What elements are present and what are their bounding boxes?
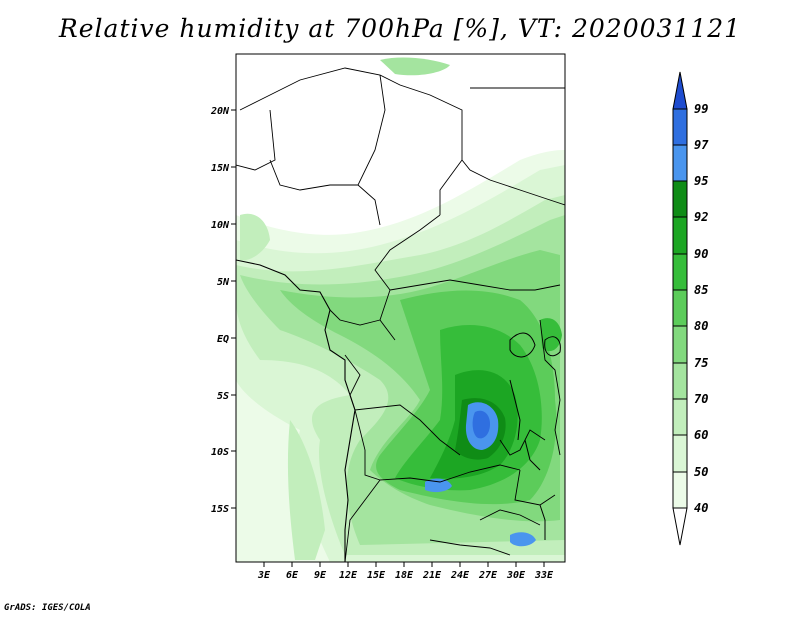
lat-label: 10S (211, 447, 229, 458)
colorbar (672, 71, 688, 546)
lon-label: 27E (478, 570, 498, 581)
colorbar-label: 90 (694, 247, 708, 261)
colorbar-cell-60-70 (672, 398, 688, 436)
lon-label: 18E (395, 570, 414, 581)
humidity-field (236, 57, 565, 562)
colorbar-cell-92-95 (672, 180, 688, 218)
lon-label: 6E (286, 570, 299, 581)
lat-axis (231, 109, 236, 509)
lon-label: 15E (367, 570, 386, 581)
colorbar-label: 50 (694, 465, 708, 479)
lat-labels: 20N 15N 10N 5N EQ 5S 10S 15S (210, 106, 230, 515)
lon-label: 33E (534, 570, 554, 581)
colorbar-label: 75 (694, 356, 708, 370)
colorbar-cell-90-92 (672, 216, 688, 255)
colorbar-label: 80 (694, 319, 708, 333)
lon-label: 21E (422, 570, 442, 581)
colorbar-label: 95 (694, 174, 708, 188)
colorbar-label: 85 (694, 283, 708, 297)
lat-label: 20N (210, 106, 230, 117)
colorbar-bottom-arrow (672, 507, 688, 546)
lon-label: 30E (506, 570, 526, 581)
colorbar-cell-40-50 (672, 471, 688, 509)
colorbar-label: 97 (694, 138, 709, 152)
colorbar-label: 60 (694, 428, 708, 442)
lat-label: 15S (211, 504, 229, 515)
lat-label: 5S (217, 391, 229, 402)
colorbar-labels: 99 97 95 92 90 85 80 75 70 60 50 40 (694, 102, 709, 515)
humidity-patch-northwest (240, 213, 270, 261)
colorbar-top-arrow (672, 71, 688, 110)
map-frame (235, 53, 566, 563)
lakes (509, 332, 561, 540)
lon-label: 3E (257, 570, 271, 581)
humidity-patch-southeast (510, 532, 536, 547)
colorbar-label: 70 (694, 392, 708, 406)
colorbar-cell-75-80 (672, 325, 688, 364)
lon-labels: 3E 6E 9E 12E 15E 18E 21E 24E 27E 30E 33E (257, 570, 554, 581)
humidity-patch-south (425, 478, 452, 493)
map-title: Relative humidity at 700hPa [%], VT: 202… (58, 14, 742, 43)
colorbar-cell-97-99 (672, 108, 688, 146)
colorbar-cell-70-75 (672, 362, 688, 400)
coastline (236, 259, 356, 562)
lon-axis (263, 562, 545, 567)
colorbar-cell-95-97 (672, 144, 688, 182)
lat-label: 15N (211, 163, 230, 174)
colorbar-label: 99 (694, 102, 708, 116)
country-borders (236, 67, 565, 562)
lon-label: 9E (314, 570, 327, 581)
humidity-patch-north (380, 57, 450, 76)
colorbar-label: 92 (694, 210, 708, 224)
lat-label: EQ (217, 334, 229, 345)
humidity-patch-east (540, 318, 562, 352)
colorbar-cell-50-60 (672, 434, 688, 473)
lon-label: 24E (450, 570, 470, 581)
credit-text: GrADS: IGES/COLA (4, 603, 91, 613)
colorbar-cell-85-90 (672, 253, 688, 291)
colorbar-label: 40 (694, 501, 708, 515)
humidity-ocean-band (287, 420, 325, 560)
lat-label: 10N (211, 220, 230, 231)
lon-label: 12E (339, 570, 358, 581)
colorbar-cell-80-85 (672, 289, 688, 327)
humidity-band-97 (472, 410, 490, 439)
lat-label: 5N (217, 277, 230, 288)
